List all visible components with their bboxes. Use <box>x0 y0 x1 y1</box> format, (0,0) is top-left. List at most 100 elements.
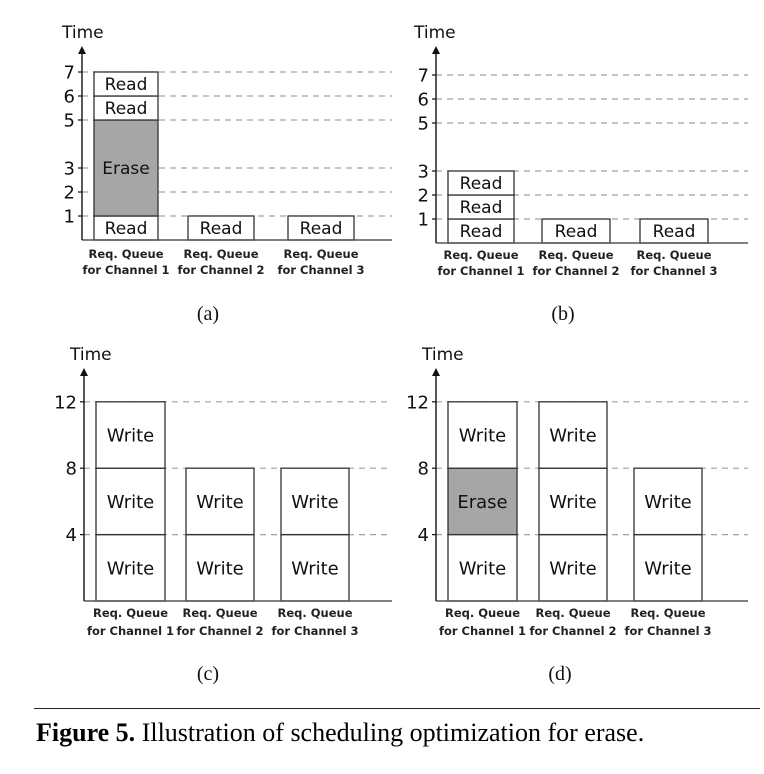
erase-block-label: Erase <box>457 492 507 513</box>
write-block-label: Write <box>644 492 692 513</box>
panel-label: (b) <box>551 303 574 325</box>
panel-label: (a) <box>197 303 219 325</box>
write-block-label: Write <box>196 492 244 513</box>
read-block <box>93 215 159 241</box>
queue-label-line1: Req. Queue <box>443 248 518 262</box>
erase-block <box>93 119 159 217</box>
queue-label-line2: for Channel 2 <box>177 263 264 277</box>
queue-label-line2: for Channel 1 <box>82 263 169 277</box>
caption-rule <box>34 708 760 709</box>
write-block <box>95 533 166 602</box>
caption-text: Illustration of scheduling optimization … <box>141 718 645 747</box>
figure-caption: Figure 5. Illustration of scheduling opt… <box>36 718 762 748</box>
read-block-label: Read <box>555 222 598 242</box>
read-block-label: Read <box>460 174 503 194</box>
queue-label-line2: for Channel 1 <box>87 624 174 638</box>
queue-label-line1: Req. Queue <box>283 247 358 261</box>
read-block-label: Read <box>105 75 148 95</box>
y-tick-label: 2 <box>418 185 429 206</box>
y-tick-label: 1 <box>418 209 429 230</box>
panel-a: Read Erase Read Read Req. Queue for Channel 1… <box>61 23 392 325</box>
read-block <box>639 218 709 244</box>
queue-label-line2: for Channel 3 <box>630 264 717 278</box>
y-axis-arrow <box>432 46 440 54</box>
y-axis-arrow <box>78 46 86 54</box>
panel-label: (c) <box>197 663 219 685</box>
y-tick-label: 7 <box>418 65 429 86</box>
queue-label-line2: for Channel 3 <box>271 624 358 638</box>
y-tick-label: 2 <box>64 182 75 203</box>
y-tick-label: 5 <box>64 110 75 131</box>
y-axis-title: Time <box>61 23 104 43</box>
read-block <box>93 71 159 97</box>
y-axis-title: Time <box>69 345 112 365</box>
read-block-label: Read <box>653 222 696 242</box>
queue-label-line1: Req. Queue <box>277 606 352 620</box>
queue-label-line1: Req. Queue <box>183 247 258 261</box>
queue-label-line2: for Channel 3 <box>624 624 711 638</box>
y-tick-label: 8 <box>66 459 77 480</box>
read-block-label: Read <box>105 219 148 239</box>
write-block <box>185 533 255 602</box>
queue-label-line1: Req. Queue <box>88 247 163 261</box>
read-block <box>541 218 611 244</box>
y-tick-label: 4 <box>418 525 429 546</box>
caption-figure-label: Figure 5. <box>36 718 136 747</box>
queue-label-line2: for Channel 2 <box>529 624 616 638</box>
panel-b: Read Read Read Req. Queue for Channel 1 Read R… <box>413 23 748 325</box>
read-block <box>187 215 255 241</box>
read-block-label: Read <box>300 219 343 239</box>
write-block-label: Write <box>196 558 244 579</box>
read-block-label: Read <box>105 99 148 119</box>
y-tick-label: 1 <box>64 206 75 227</box>
y-axis-arrow <box>80 368 88 376</box>
y-tick-label: 12 <box>54 392 77 413</box>
write-block <box>447 533 518 602</box>
y-tick-label: 8 <box>418 459 429 480</box>
y-tick-label: 4 <box>66 525 77 546</box>
read-block <box>447 194 515 220</box>
y-axis-title: Time <box>413 23 456 43</box>
y-tick-label: 7 <box>64 62 75 83</box>
queue-label-line2: for Channel 3 <box>277 263 364 277</box>
write-block-label: Write <box>107 558 155 579</box>
y-tick-label: 12 <box>406 392 429 413</box>
y-tick-label: 3 <box>418 161 429 182</box>
write-block <box>280 467 350 536</box>
read-block-label: Read <box>200 219 243 239</box>
panel-d: Write Erase Write Req. Queue for Channel 1 Wr… <box>406 345 748 685</box>
queue-label-line1: Req. Queue <box>535 606 610 620</box>
queue-label-line2: for Channel 2 <box>532 264 619 278</box>
write-block-label: Write <box>459 558 507 579</box>
write-block-label: Write <box>549 492 597 513</box>
queue-label-line1: Req. Queue <box>630 606 705 620</box>
write-block <box>280 533 350 602</box>
read-block-label: Read <box>460 198 503 218</box>
queue-label-line2: for Channel 2 <box>176 624 263 638</box>
read-block-label: Read <box>460 222 503 242</box>
queue-label-line1: Req. Queue <box>182 606 257 620</box>
write-block-label: Write <box>291 558 339 579</box>
write-block-label: Write <box>549 425 597 446</box>
queue-label-line1: Req. Queue <box>445 606 520 620</box>
write-block <box>447 401 518 469</box>
queue-label-line1: Req. Queue <box>538 248 613 262</box>
write-block-label: Write <box>549 558 597 579</box>
panel-label: (d) <box>548 663 571 685</box>
erase-block <box>447 467 518 536</box>
panel-c: Write Write Write Req. Queue for Channel 1 Wr… <box>54 345 392 685</box>
write-block-label: Write <box>459 425 507 446</box>
erase-block-label: Erase <box>102 159 149 179</box>
y-axis-title: Time <box>421 345 464 365</box>
read-block <box>447 218 515 244</box>
queue-label-line2: for Channel 1 <box>439 624 526 638</box>
write-block <box>95 401 166 469</box>
write-block-label: Write <box>291 492 339 513</box>
read-block <box>447 170 515 196</box>
y-tick-label: 3 <box>64 158 75 179</box>
y-tick-label: 6 <box>418 89 429 110</box>
write-block <box>185 467 255 536</box>
write-block <box>95 467 166 536</box>
read-block <box>287 215 355 241</box>
